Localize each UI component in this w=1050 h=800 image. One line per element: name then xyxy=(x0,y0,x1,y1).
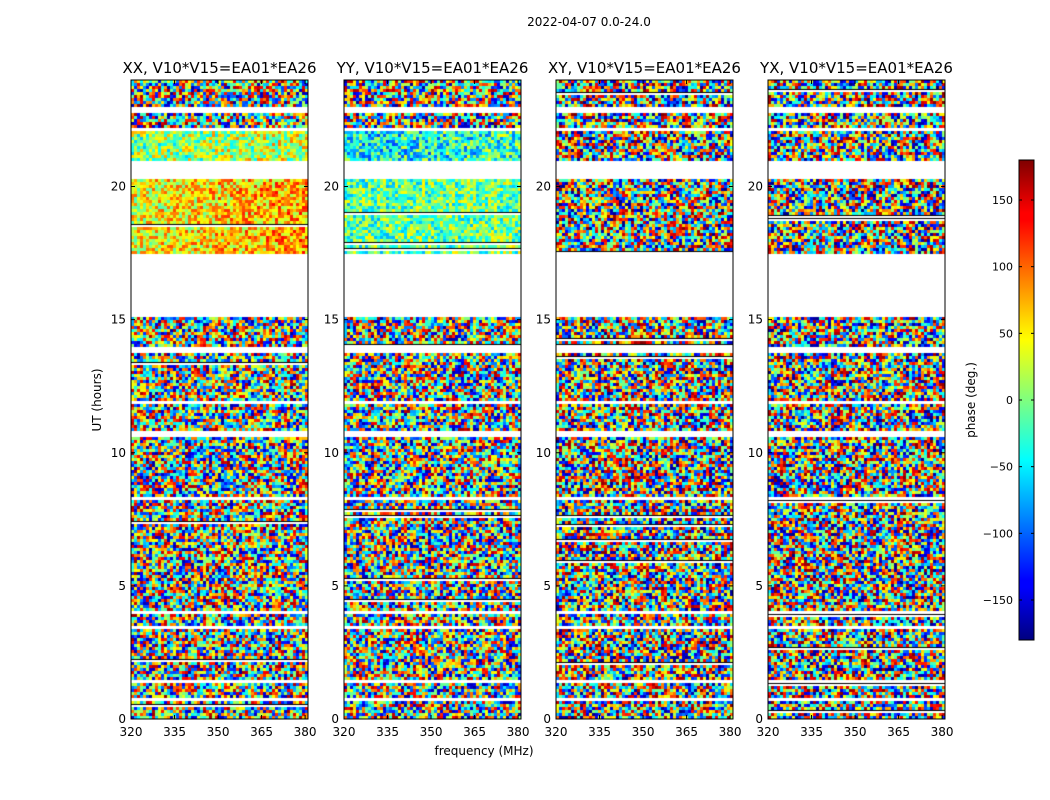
colorbar-ticks: −150 −100 −50 0 50 100 150 xyxy=(983,194,1034,607)
x-tick-label: 335 xyxy=(588,725,611,739)
panel-2-heatmap xyxy=(344,80,521,719)
x-tick-label: 365 xyxy=(250,725,273,739)
x-tick-label: 320 xyxy=(545,725,568,739)
y-tick-label: 15 xyxy=(324,313,339,327)
colorbar-tick-label: 50 xyxy=(999,327,1013,340)
panel-1-heatmap xyxy=(131,80,308,719)
panel-1: XX, V10*V15=EA01*EA26 320 335 350 365 380 0 5 10… xyxy=(111,59,317,739)
panels-group: XX, V10*V15=EA01*EA26 320 335 350 365 380 0 5 10… xyxy=(111,59,954,739)
y-tick-label: 20 xyxy=(111,180,126,194)
panel-4-heatmap xyxy=(768,80,945,719)
x-tick-label: 350 xyxy=(420,725,443,739)
y-tick-label: 10 xyxy=(536,446,551,460)
panel-4: YX, V10*V15=EA01*EA26 320 335 350 365 380 0 5 10… xyxy=(748,59,954,739)
x-tick-label: 350 xyxy=(844,725,867,739)
panel-3: XY, V10*V15=EA01*EA26 320 335 350 365 380 0 5 10… xyxy=(536,59,742,739)
x-tick-label: 320 xyxy=(120,725,143,739)
y-tick-label: 0 xyxy=(118,712,126,726)
x-tick-label: 350 xyxy=(207,725,230,739)
y-tick-label: 5 xyxy=(543,579,551,593)
x-tick-label: 380 xyxy=(719,725,742,739)
y-tick-label: 5 xyxy=(755,579,763,593)
y-tick-label: 20 xyxy=(748,180,763,194)
colorbar-tick-label: 0 xyxy=(1006,394,1013,407)
y-tick-label: 15 xyxy=(536,313,551,327)
panel-4-frame xyxy=(767,79,946,720)
x-tick-label: 365 xyxy=(887,725,910,739)
y-tick-label: 20 xyxy=(536,180,551,194)
y-tick-label: 10 xyxy=(324,446,339,460)
x-tick-label: 380 xyxy=(507,725,530,739)
x-tick-label: 380 xyxy=(931,725,954,739)
x-axis-label: frequency (MHz) xyxy=(434,744,533,758)
panel-2-frame xyxy=(343,79,522,720)
x-tick-label: 320 xyxy=(757,725,780,739)
x-tick-label: 350 xyxy=(632,725,655,739)
panel-3-title: XY, V10*V15=EA01*EA26 xyxy=(548,59,741,77)
y-tick-label: 20 xyxy=(324,180,339,194)
colorbar-tick-label: −50 xyxy=(990,461,1013,474)
colorbar-tick-label: −150 xyxy=(983,594,1013,607)
panel-3-frame xyxy=(555,79,734,720)
y-tick-label: 10 xyxy=(111,446,126,460)
y-tick-label: 0 xyxy=(543,712,551,726)
y-tick-label: 15 xyxy=(748,313,763,327)
x-tick-label: 320 xyxy=(333,725,356,739)
panel-1-frame xyxy=(130,79,309,720)
y-tick-label: 5 xyxy=(331,579,339,593)
y-tick-label: 15 xyxy=(111,313,126,327)
figure-suptitle: 2022-04-07 0.0-24.0 xyxy=(527,15,651,29)
x-tick-label: 365 xyxy=(463,725,486,739)
x-tick-label: 335 xyxy=(163,725,186,739)
colorbar-tick-label: 100 xyxy=(992,261,1013,274)
x-tick-label: 335 xyxy=(800,725,823,739)
x-tick-label: 365 xyxy=(675,725,698,739)
panel-2: YY, V10*V15=EA01*EA26 320 335 350 365 380 0 5 10… xyxy=(324,59,530,739)
colorbar-label: phase (deg.) xyxy=(964,362,978,438)
x-tick-label: 380 xyxy=(294,725,317,739)
x-tick-label: 335 xyxy=(376,725,399,739)
panel-4-title: YX, V10*V15=EA01*EA26 xyxy=(759,59,953,77)
colorbar-tick-label: 150 xyxy=(992,194,1013,207)
y-axis-label: UT (hours) xyxy=(90,368,104,431)
colorbar-tick-label: −100 xyxy=(983,527,1013,540)
y-tick-label: 10 xyxy=(748,446,763,460)
panel-2-title: YY, V10*V15=EA01*EA26 xyxy=(336,59,529,77)
y-tick-label: 5 xyxy=(118,579,126,593)
y-tick-label: 0 xyxy=(331,712,339,726)
panel-1-title: XX, V10*V15=EA01*EA26 xyxy=(122,59,316,77)
y-tick-label: 0 xyxy=(755,712,763,726)
panel-3-heatmap xyxy=(556,80,733,719)
